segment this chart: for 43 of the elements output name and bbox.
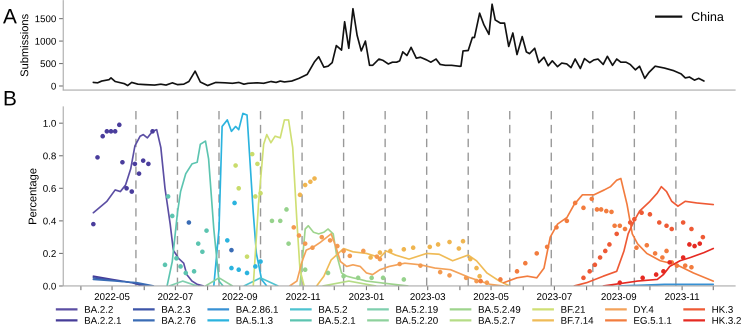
x-tick-label: 2023-01: [349, 293, 384, 300]
y-tick-label: 500: [40, 60, 56, 68]
legend-label: BA.5.1.3: [236, 317, 273, 324]
legend-label: BA.5.2.20: [396, 317, 438, 324]
x-tick-label: 2023-05: [474, 293, 508, 300]
x-tick-label: 2023-11: [665, 293, 700, 300]
legend-label: EG.5.1.1: [634, 317, 672, 324]
x-tick-label: 2022-05: [94, 293, 130, 300]
y-tick-label: 1.0: [44, 120, 56, 127]
x-tick-label: 2022-09: [222, 293, 258, 300]
y-axis-title: Submissions: [20, 14, 28, 76]
y-tick-label: 0.8: [43, 152, 56, 160]
legend-label: BA.2.76: [162, 317, 196, 324]
y-tick-label: 0.0: [43, 282, 56, 290]
y-axis-title: Percentage: [28, 168, 39, 224]
y-tick-label: 0.2: [43, 250, 56, 258]
legend-label: China: [692, 12, 724, 22]
x-tick-label: 2023-03: [410, 293, 446, 300]
x-tick-label: 2022-07: [158, 293, 193, 300]
x-tick-label: 2023-07: [537, 293, 572, 300]
chart-title: B: [4, 91, 16, 106]
legend-label: BA.5.2.49: [478, 306, 520, 313]
legend-label: HK.3.2: [712, 317, 741, 324]
legend-label: BA.5.2.19: [396, 306, 438, 313]
legend-label: HK.3: [712, 306, 733, 313]
legend-label: BA.2.3: [162, 306, 190, 313]
legend-label: DY.4: [634, 306, 654, 313]
legend-label: BF.21: [561, 306, 585, 313]
y-tick-label: 1000: [35, 38, 56, 45]
legend-label: BA.5.2.7: [478, 317, 515, 324]
legend-label: BA.2.2: [84, 306, 113, 313]
x-tick-label: 2023-09: [601, 293, 636, 300]
x-tick-label: 2022-11: [286, 293, 320, 300]
legend-label: BA.5.2.1: [319, 317, 356, 324]
legend-label: BA.2.2.1: [84, 317, 121, 324]
legend-label: BA.5.2: [319, 306, 348, 313]
y-tick-label: 0: [51, 82, 56, 90]
y-tick-label: 0.6: [43, 185, 56, 192]
chart-title: A: [3, 9, 17, 24]
legend-label: BF.7.14: [561, 317, 594, 324]
y-tick-label: 1500: [35, 15, 56, 22]
legend-label: BA.2.86.1: [236, 306, 278, 313]
y-tick-label: 0.4: [43, 218, 56, 224]
